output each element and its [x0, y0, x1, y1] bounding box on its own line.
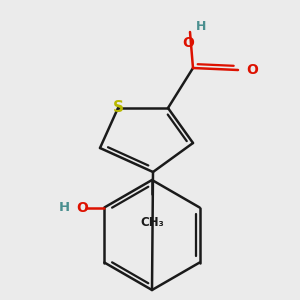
Text: S: S	[112, 100, 124, 116]
Text: H: H	[59, 201, 70, 214]
Text: O: O	[182, 36, 194, 50]
Text: O: O	[76, 200, 88, 214]
Text: CH₃: CH₃	[140, 216, 164, 229]
Text: H: H	[196, 20, 206, 32]
Text: O: O	[246, 63, 258, 77]
